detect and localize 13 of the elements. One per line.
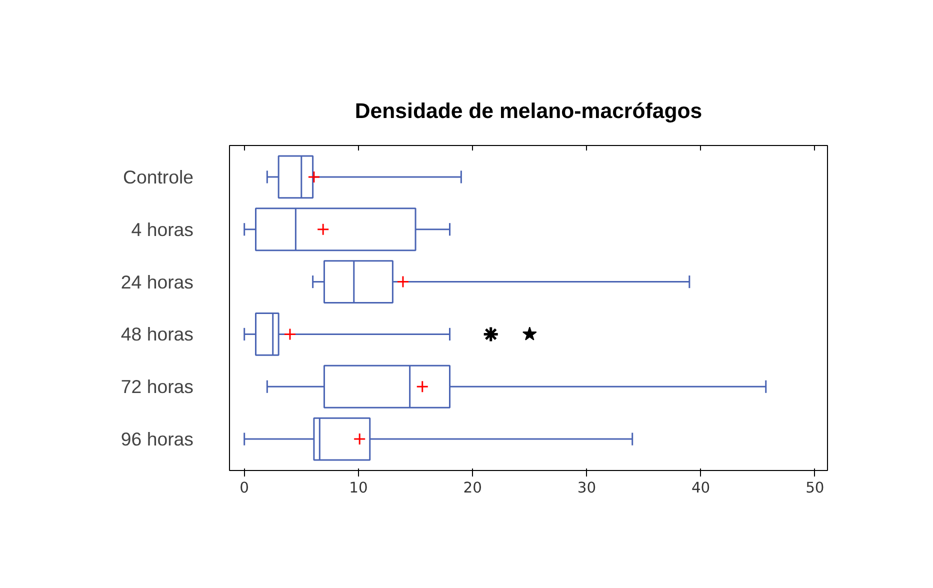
y-tick-label: 24 horas xyxy=(120,271,194,292)
x-tick-label: 10 xyxy=(349,480,368,496)
x-tick-label: 40 xyxy=(692,480,710,496)
y-tick-label: 72 horas xyxy=(120,376,194,398)
x-tick-label: 20 xyxy=(463,480,482,496)
x-tick-label: 50 xyxy=(806,480,824,496)
y-tick-label: 4 horas xyxy=(131,218,194,240)
y-tick-label: 48 horas xyxy=(120,324,194,345)
y-tick-label: 96 horas xyxy=(120,428,194,450)
chart-title: Densidade de melano-macrófagos xyxy=(354,99,702,123)
x-tick-label: 30 xyxy=(577,480,596,496)
y-tick-label: Controle xyxy=(122,166,194,188)
x-tick-label: 0 xyxy=(240,480,249,496)
